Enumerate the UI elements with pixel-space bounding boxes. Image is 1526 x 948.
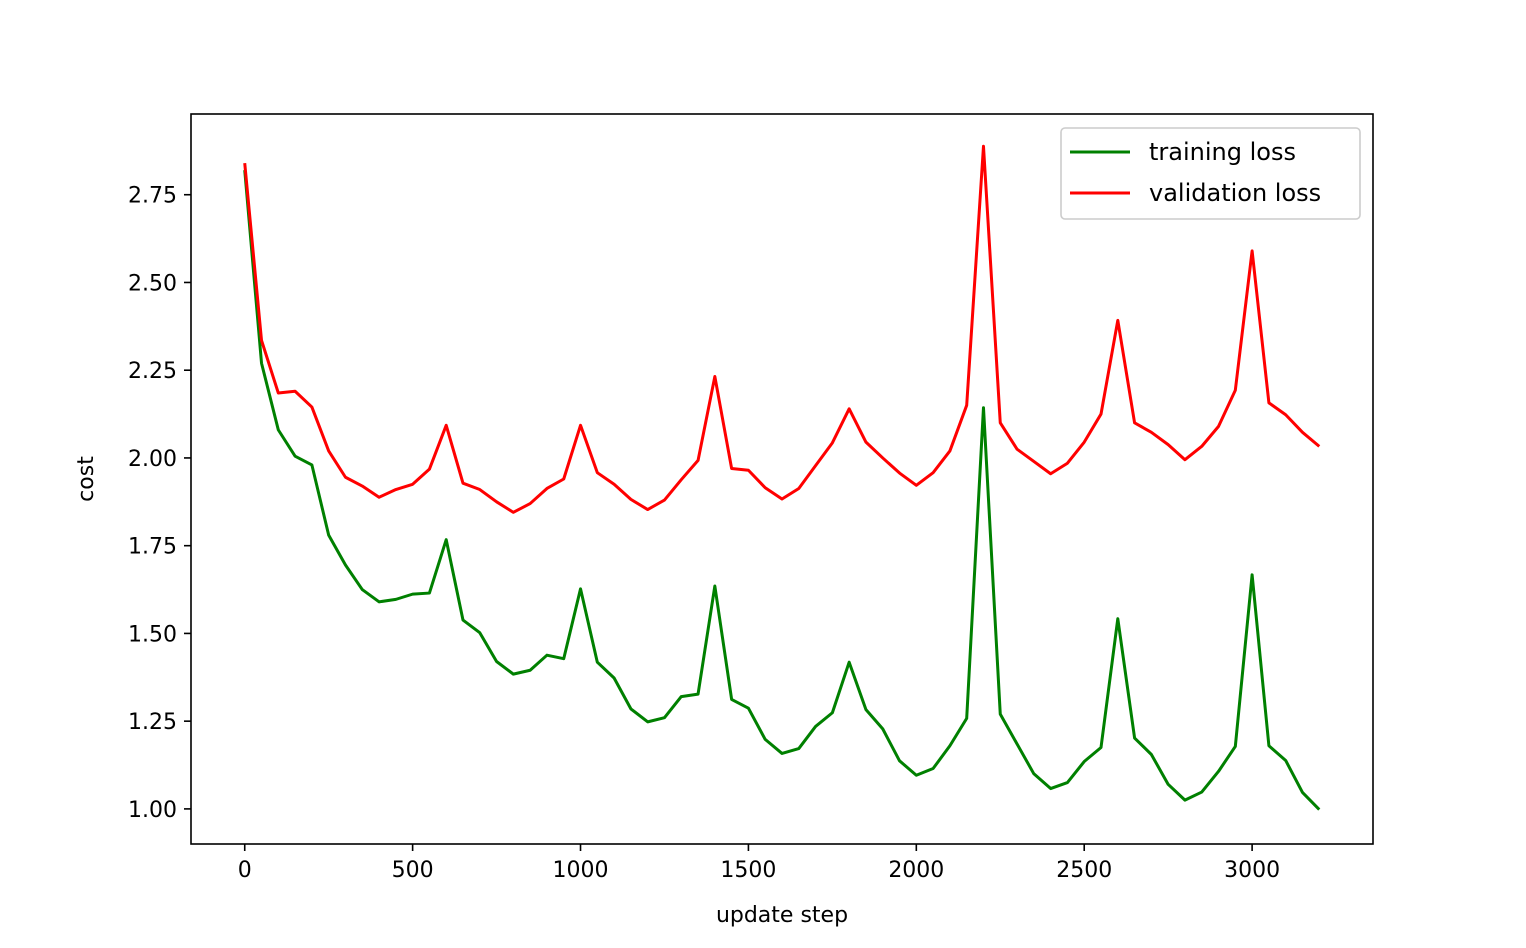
plot-frame [190,113,1374,845]
y-tick-label: 1.75 [128,535,177,560]
y-tick-label: 1.50 [128,622,177,647]
x-tick-label: 2000 [888,858,944,883]
series-line-validation-loss [243,144,1321,514]
y-tick-label: 2.25 [128,359,177,384]
series-line-training-loss [243,170,1321,811]
x-tick-label: 0 [238,858,252,883]
legend-box [1060,127,1361,220]
x-tick-label: 1000 [553,858,609,883]
series-lines [243,144,1321,811]
legend-label-validation-loss: validation loss [1149,179,1321,207]
plot-area [191,114,1373,844]
y-tick-label: 2.00 [128,447,177,472]
y-tick-label: 1.00 [128,798,177,823]
y-tick-label: 2.50 [128,271,177,296]
y-tick-label: 2.75 [128,184,177,209]
x-tick-label: 2500 [1056,858,1112,883]
x-axis-ticks: 0 500 1000 1500 2000 2500 3000 [238,844,1280,883]
x-tick-label: 500 [392,858,434,883]
y-axis-label: cost [74,456,99,502]
y-tick-label: 1.25 [128,710,177,735]
x-axis-label: update step [716,903,848,928]
x-tick-label: 1500 [720,858,776,883]
x-tick-label: 3000 [1224,858,1280,883]
y-axis-ticks: 1.00 1.25 1.50 1.75 2.00 2.25 2.50 2.75 [128,184,191,823]
legend: training loss validation loss [1060,127,1361,220]
legend-label-training-loss: training loss [1149,138,1296,166]
